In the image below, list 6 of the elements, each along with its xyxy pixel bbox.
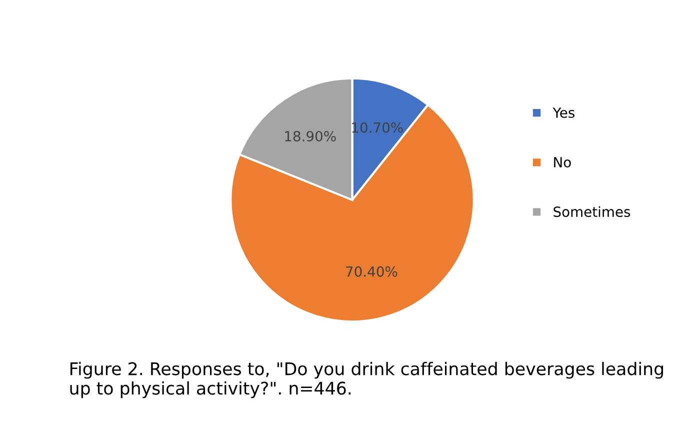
legend-label: Sometimes	[554, 206, 630, 218]
data-label: 70.40%	[346, 266, 398, 277]
caption: Figure 2. Responses to, "Do you drink caffeinated beverages leading up to physical activity?". n=446.	[70, 362, 663, 398]
legend-label: No	[554, 157, 571, 168]
data-label: 18.90%	[285, 130, 336, 142]
legend-label: Yes	[552, 108, 574, 118]
